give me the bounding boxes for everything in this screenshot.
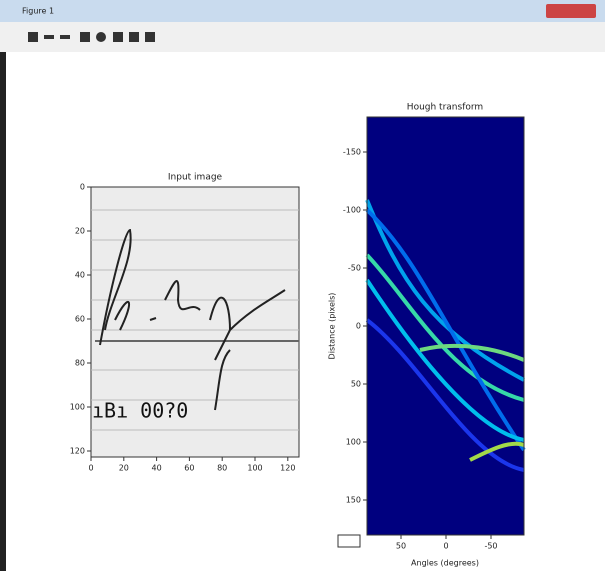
x-tick-label: 50 xyxy=(396,542,406,551)
y-tick-label: 120 xyxy=(70,447,85,456)
y-tick-label: 60 xyxy=(75,315,85,324)
y-axis-label: Distance (pixels) xyxy=(328,293,337,360)
input-image: ıBı 00?0 xyxy=(90,186,300,458)
toolbar xyxy=(0,22,605,52)
svg-text:ıBı 00?0: ıBı 00?0 xyxy=(92,399,188,423)
x-tick-label: 80 xyxy=(217,464,227,473)
left-edge xyxy=(0,52,6,571)
y-tick-label: -50 xyxy=(348,264,361,273)
x-tick-label: 40 xyxy=(152,464,162,473)
coordinate-box xyxy=(337,534,361,548)
x-tick-label: 120 xyxy=(280,464,295,473)
x-axis-label: Angles (degrees) xyxy=(411,559,479,568)
y-tick-label: 80 xyxy=(75,359,85,368)
toolbar-icons[interactable] xyxy=(28,32,155,42)
y-tick-label: 0 xyxy=(80,183,85,192)
y-tick-label: 50 xyxy=(351,380,361,389)
x-tick-label: 100 xyxy=(247,464,262,473)
y-tick-label: 100 xyxy=(346,438,361,447)
window-title: Figure 1 xyxy=(22,7,54,16)
y-tick-label: -150 xyxy=(343,148,361,157)
y-tick-label: 40 xyxy=(75,271,85,280)
y-tick-label: 150 xyxy=(346,496,361,505)
hough-image xyxy=(365,116,526,536)
y-tick-label: -100 xyxy=(343,206,361,215)
title-bar xyxy=(0,0,605,22)
window-controls[interactable] xyxy=(546,4,596,18)
left-title: Input image xyxy=(168,173,223,183)
y-tick-label: 0 xyxy=(356,322,361,331)
right-title: Hough transform xyxy=(407,103,483,113)
x-tick-label: 0 xyxy=(88,464,93,473)
y-tick-label: 100 xyxy=(70,403,85,412)
x-tick-label: -50 xyxy=(484,542,497,551)
x-tick-label: 20 xyxy=(119,464,129,473)
x-tick-label: 0 xyxy=(443,542,448,551)
y-tick-label: 20 xyxy=(75,227,85,236)
x-tick-label: 60 xyxy=(184,464,194,473)
